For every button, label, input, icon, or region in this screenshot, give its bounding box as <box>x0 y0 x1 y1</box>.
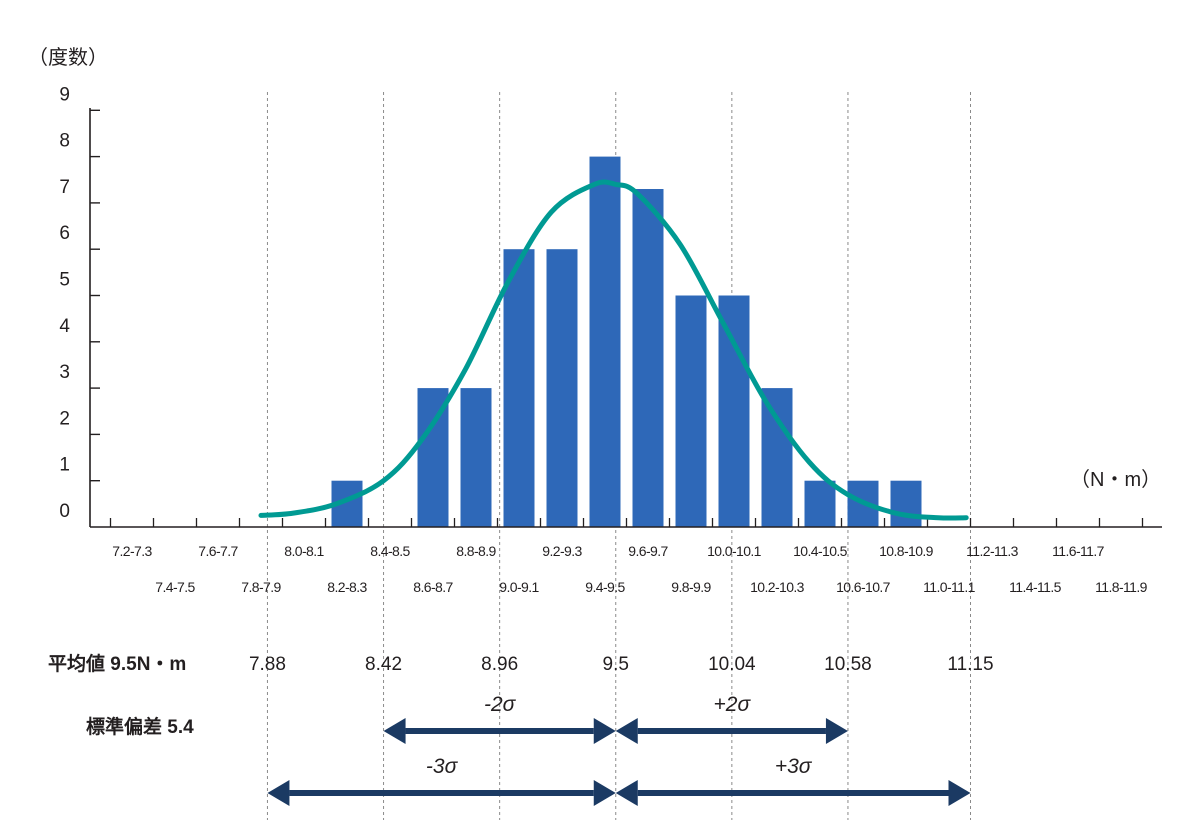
category-label: 10.8-10.9 <box>879 543 934 559</box>
mean-label: 平均値 9.5N・m <box>48 652 186 675</box>
bars <box>331 156 922 527</box>
category-label: 11.0-11.1 <box>923 579 975 595</box>
arrow-head-left-3 <box>615 780 638 806</box>
sigma-value-label: 10.58 <box>824 654 872 675</box>
y-tick-label: 2 <box>59 408 70 429</box>
y-axis-label: （度数） <box>28 46 108 69</box>
arrow-head-right-2 <box>593 780 616 806</box>
category-label: 7.2-7.3 <box>112 543 152 559</box>
category-label: 9.4-9.5 <box>585 579 625 595</box>
arrow-head-right-3 <box>948 780 971 806</box>
category-label: 11.4-11.5 <box>1009 579 1061 595</box>
category-label: 8.2-8.3 <box>327 579 367 595</box>
bar-9.8-9.9 <box>675 295 707 527</box>
category-label: 10.6-10.7 <box>836 579 891 595</box>
y-tick-label: 0 <box>59 501 70 522</box>
sigma-value-label: 11.15 <box>947 654 993 675</box>
arrow-head-left-2 <box>267 780 290 806</box>
category-label: 8.4-8.5 <box>370 543 410 559</box>
bar-9.0-9.1 <box>503 249 535 527</box>
category-label: 10.0-10.1 <box>707 543 762 559</box>
category-label: 8.6-8.7 <box>413 579 453 595</box>
sigma-value-label: 7.88 <box>249 654 286 675</box>
axes <box>89 108 1162 528</box>
y-tick-label: 1 <box>59 455 70 476</box>
category-label: 8.0-8.1 <box>284 543 324 559</box>
y-tick-label: 5 <box>59 270 70 291</box>
bar-9.4-9.5 <box>589 156 621 527</box>
category-label: 10.2-10.3 <box>750 579 805 595</box>
normal-curve <box>258 179 969 521</box>
category-label: 9.6-9.7 <box>628 543 668 559</box>
sigma-value-label: 9.5 <box>603 654 629 675</box>
y-tick-label: 9 <box>59 84 70 105</box>
bar-8.8-8.9 <box>460 388 492 527</box>
bar-9.6-9.7 <box>632 189 664 527</box>
arrow-head-left-0 <box>383 718 406 744</box>
sigma-arrow-label: +2σ <box>714 693 752 716</box>
y-tick-label: 8 <box>59 131 70 152</box>
bar-10.0-10.1 <box>718 295 750 527</box>
tick-labels: 7.88 8.42 8.96 9.5 10.04 10.58 11.15 0 1 2 3 4 5 6 7 8 9… <box>59 84 1148 675</box>
sigma-value-label: 8.42 <box>365 654 402 675</box>
bar-10.2-10.3 <box>761 388 793 527</box>
sigma-value-label: 8.96 <box>481 654 518 675</box>
sigma-arrow-label: -2σ <box>484 693 517 716</box>
x-unit-label: （N・m） <box>1070 468 1161 491</box>
category-label: 9.2-9.3 <box>542 543 582 559</box>
bar-10.4-10.5 <box>804 480 836 527</box>
arrow-head-right-0 <box>593 718 616 744</box>
category-label: 7.8-7.9 <box>241 579 281 595</box>
sigma-value-label: 10.04 <box>708 654 756 675</box>
arrow-head-left-1 <box>615 718 638 744</box>
category-label: 11.2-11.3 <box>966 543 1018 559</box>
y-tick-label: 6 <box>59 223 70 244</box>
category-label: 10.4-10.5 <box>793 543 848 559</box>
sigma-arrow-label: +3σ <box>775 755 813 778</box>
category-label: 7.4-7.5 <box>155 579 195 595</box>
y-tick-label: 4 <box>59 316 70 337</box>
category-label: 8.8-8.9 <box>456 543 496 559</box>
bar-9.2-9.3 <box>546 249 578 527</box>
bar-10.8-10.9 <box>890 480 922 527</box>
category-label: 7.6-7.7 <box>198 543 238 559</box>
category-label: 11.8-11.9 <box>1095 579 1147 595</box>
normal-curve-line <box>258 179 969 521</box>
category-label: 11.6-11.7 <box>1052 543 1104 559</box>
sigma-arrow-label: -3σ <box>426 755 459 778</box>
sigma-arrows: -2σ +2σ -3σ +3σ <box>267 693 971 806</box>
std-label: 標準偏差 5.4 <box>86 715 194 738</box>
category-label: 9.8-9.9 <box>671 579 711 595</box>
arrow-head-right-1 <box>825 718 848 744</box>
y-tick-label: 3 <box>59 362 70 383</box>
y-tick-label: 7 <box>59 177 70 198</box>
category-label: 9.0-9.1 <box>499 579 539 595</box>
